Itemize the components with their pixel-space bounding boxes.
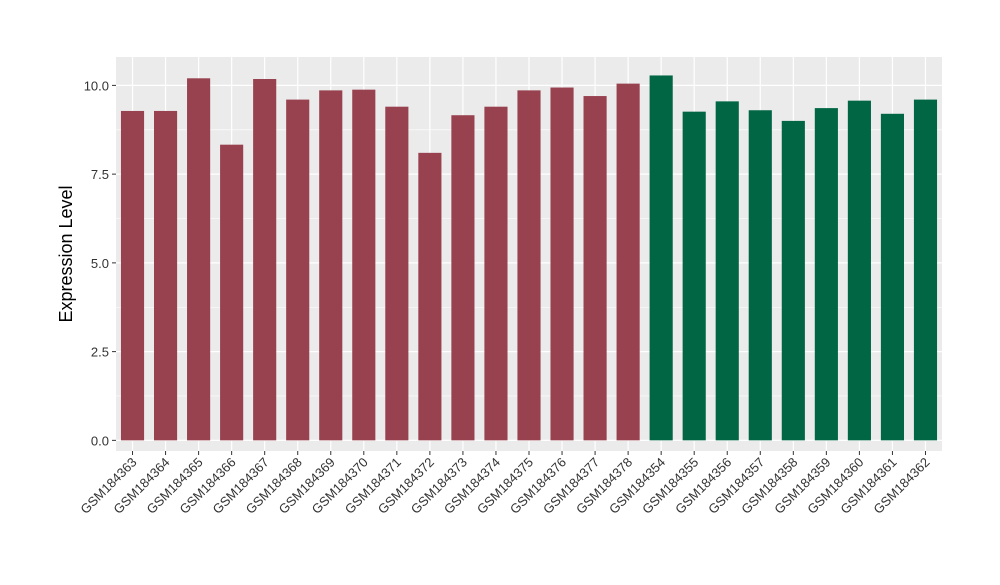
bar-GSM184359 bbox=[814, 108, 838, 441]
y-tick-label: 5.0 bbox=[91, 256, 109, 271]
bar-GSM184373 bbox=[451, 115, 475, 441]
bar-GSM184366 bbox=[220, 144, 244, 441]
bar-GSM184362 bbox=[913, 99, 938, 441]
bar-GSM184363 bbox=[120, 110, 145, 441]
bar-GSM184376 bbox=[550, 87, 574, 441]
bar-GSM184375 bbox=[517, 90, 541, 441]
bar-GSM184367 bbox=[253, 79, 277, 441]
y-axis: 0.0 2.5 5.0 7.5 10.0 bbox=[84, 78, 116, 448]
y-tick-label: 7.5 bbox=[91, 167, 109, 182]
bar-GSM184372 bbox=[418, 152, 442, 441]
bar-GSM184371 bbox=[385, 106, 409, 441]
bars bbox=[120, 75, 938, 441]
bar-GSM184355 bbox=[682, 111, 706, 441]
y-tick-label: 2.5 bbox=[91, 345, 109, 360]
bar-GSM184354 bbox=[649, 75, 673, 441]
bar-GSM184377 bbox=[583, 96, 607, 441]
bar-GSM184374 bbox=[484, 106, 508, 441]
y-axis-label: Expression Level bbox=[56, 185, 76, 322]
bar-GSM184364 bbox=[153, 110, 178, 441]
bar-GSM184369 bbox=[319, 90, 343, 441]
x-axis: GSM184363GSM184364GSM184365GSM184366GSM1… bbox=[77, 451, 933, 517]
bar-GSM184356 bbox=[715, 101, 739, 441]
y-tick-label: 0.0 bbox=[91, 433, 109, 448]
bar-GSM184378 bbox=[616, 83, 640, 441]
bar-GSM184361 bbox=[880, 113, 905, 441]
y-tick-label: 10.0 bbox=[84, 78, 109, 93]
bar-GSM184368 bbox=[286, 99, 310, 441]
bar-GSM184358 bbox=[781, 120, 805, 441]
bar-GSM184357 bbox=[748, 110, 772, 441]
bar-GSM184360 bbox=[847, 100, 871, 441]
bar-GSM184365 bbox=[187, 78, 211, 441]
bar-GSM184370 bbox=[352, 89, 376, 441]
